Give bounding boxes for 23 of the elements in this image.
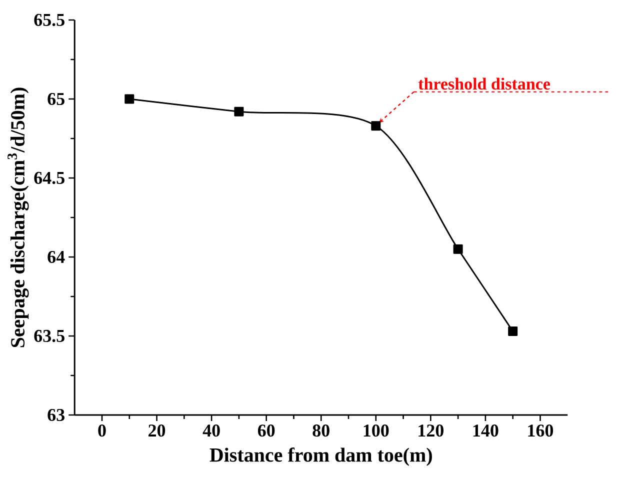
x-tick-label: 60	[258, 424, 275, 437]
annotation: threshold distance	[418, 78, 550, 90]
x-axis-title: Distance from dam toe(m)	[210, 448, 432, 466]
x-tick-label: 160	[528, 424, 554, 437]
x-tick-label: 120	[418, 424, 444, 437]
x-tick-label: 0	[98, 424, 106, 437]
x-tick-label: 40	[202, 424, 220, 437]
y-tick-label: 65.5	[34, 14, 64, 26]
y-tick-label: 64	[48, 250, 65, 264]
y-axis-title: Seepage discharge(cm$^{3}$/d/50m)	[8, 88, 29, 348]
y-tick-label: 63.5	[34, 330, 64, 342]
x-tick-label: 100	[364, 424, 389, 437]
y-tick-label: 64.5	[34, 172, 64, 184]
point	[508, 326, 518, 336]
x-tick-label: 20	[148, 424, 166, 437]
x-tick-label: 80	[312, 424, 330, 437]
point	[124, 94, 134, 104]
point	[453, 244, 463, 254]
y-tick-label: 63	[48, 408, 64, 422]
y-tick-label: 65	[48, 92, 64, 106]
point	[371, 121, 381, 131]
x-tick-label: 140	[473, 424, 498, 437]
point	[234, 106, 244, 116]
